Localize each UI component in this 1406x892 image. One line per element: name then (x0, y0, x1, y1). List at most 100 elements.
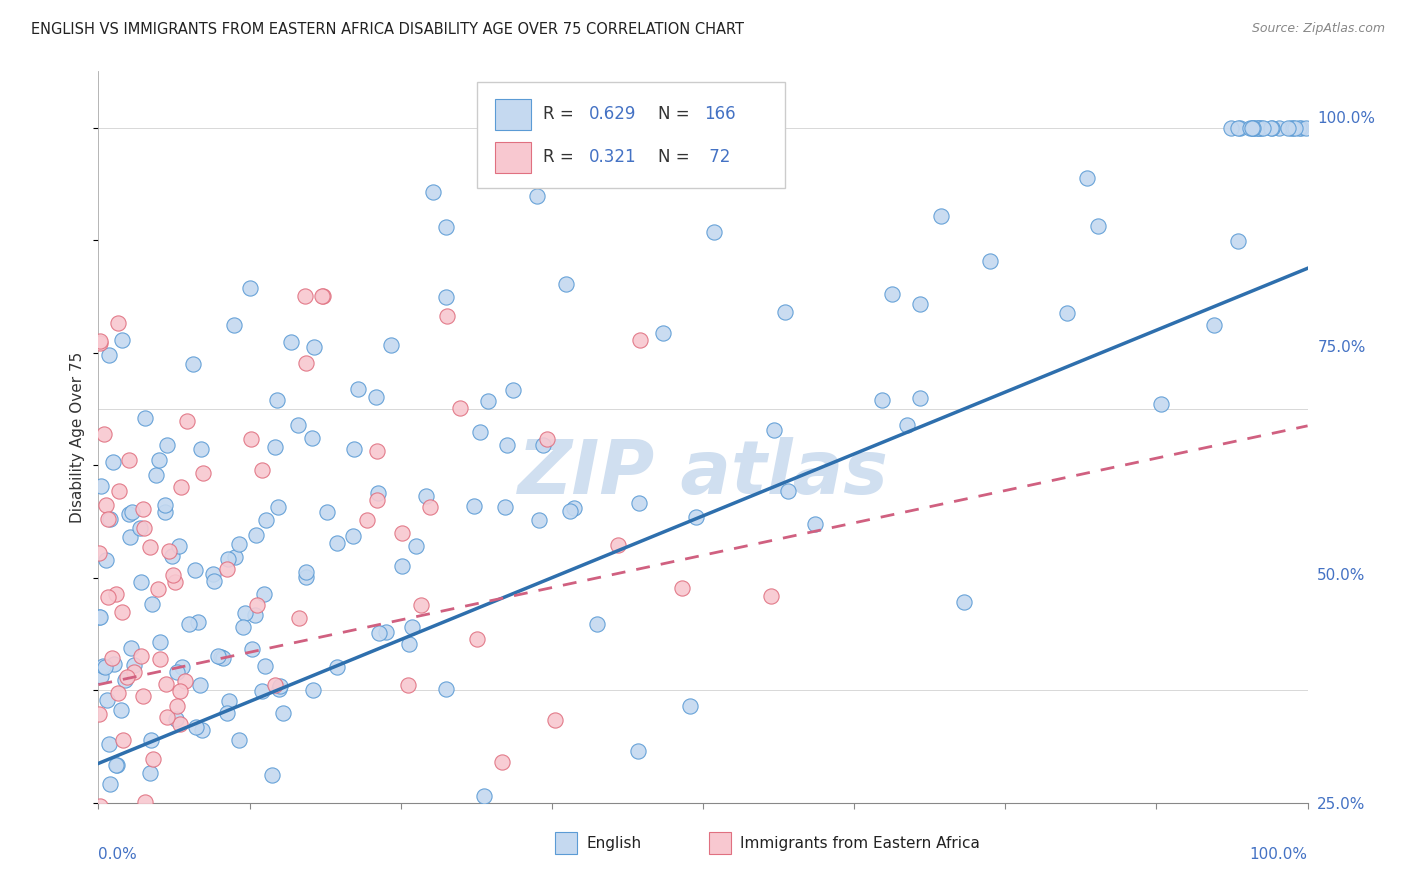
Point (405, 539, 427, 553)
Point (209, 649, 232, 664)
Point (98, 512, 121, 526)
Point (1229, 120, 1251, 135)
Point (366, 492, 388, 507)
Point (166, 665, 188, 680)
Point (139, 733, 162, 747)
Point (1241, 120, 1264, 135)
Point (107, 686, 129, 700)
Point (526, 189, 548, 203)
Point (224, 318, 246, 332)
Point (391, 526, 413, 541)
Point (367, 486, 389, 500)
Point (264, 440, 287, 454)
Point (1227, 120, 1250, 135)
Point (301, 432, 323, 446)
Text: N =: N = (658, 104, 695, 122)
Point (558, 504, 581, 518)
Point (129, 648, 152, 663)
Point (105, 758, 128, 772)
Point (134, 410, 156, 425)
Point (1267, 120, 1289, 135)
Point (217, 551, 239, 566)
Point (1247, 120, 1270, 135)
Point (121, 505, 143, 519)
Point (380, 338, 402, 352)
Point (139, 765, 162, 780)
Point (155, 677, 177, 691)
Point (138, 540, 160, 554)
Point (267, 841, 290, 855)
Point (502, 383, 524, 397)
Point (129, 575, 152, 590)
Text: ZIP atlas: ZIP atlas (517, 437, 889, 510)
Point (366, 390, 388, 404)
Text: 0.0%: 0.0% (98, 847, 138, 862)
Point (1246, 120, 1268, 135)
Point (652, 326, 675, 340)
Point (177, 616, 200, 631)
Point (1251, 120, 1274, 135)
Point (169, 684, 191, 698)
Point (531, 438, 554, 452)
Point (111, 333, 134, 347)
Point (243, 608, 266, 623)
Point (112, 732, 135, 747)
Point (1056, 306, 1078, 320)
Text: 0.629: 0.629 (589, 104, 637, 122)
Point (193, 466, 215, 480)
Text: English: English (586, 836, 643, 851)
Point (160, 549, 183, 564)
FancyBboxPatch shape (477, 82, 785, 188)
Point (122, 665, 145, 680)
Point (312, 289, 335, 303)
Point (94, 553, 117, 567)
Point (242, 641, 264, 656)
Point (316, 505, 339, 519)
Point (1241, 120, 1264, 135)
Point (188, 678, 211, 692)
Point (311, 289, 333, 303)
Point (105, 587, 128, 601)
Point (107, 316, 129, 330)
Point (254, 513, 277, 527)
Point (149, 634, 172, 648)
Point (491, 755, 513, 769)
Point (101, 651, 124, 665)
Point (97, 590, 120, 604)
Point (246, 599, 269, 613)
Point (1227, 234, 1250, 248)
Point (142, 752, 165, 766)
Point (148, 453, 170, 467)
Point (141, 598, 163, 612)
Point (176, 414, 198, 428)
Point (98, 777, 121, 791)
Point (554, 277, 576, 292)
Point (115, 670, 138, 684)
Point (250, 463, 273, 477)
Point (280, 335, 302, 350)
Point (295, 565, 318, 579)
Y-axis label: Disability Age Over 75: Disability Age Over 75 (70, 351, 86, 523)
Point (1149, 396, 1171, 410)
Point (89, 610, 111, 624)
Point (896, 417, 918, 432)
Point (170, 480, 193, 494)
Point (155, 438, 177, 452)
Point (157, 827, 180, 841)
Point (118, 507, 141, 521)
Point (96, 693, 118, 707)
Point (212, 650, 235, 665)
Point (187, 615, 209, 630)
Point (149, 652, 172, 666)
Point (93, 426, 115, 441)
Point (245, 528, 267, 542)
Point (908, 391, 931, 405)
Point (1284, 120, 1306, 135)
Point (269, 679, 291, 693)
Point (224, 549, 246, 564)
Point (679, 698, 702, 713)
Point (111, 605, 134, 619)
FancyBboxPatch shape (495, 143, 531, 173)
Point (91, 658, 114, 673)
Point (419, 500, 441, 514)
